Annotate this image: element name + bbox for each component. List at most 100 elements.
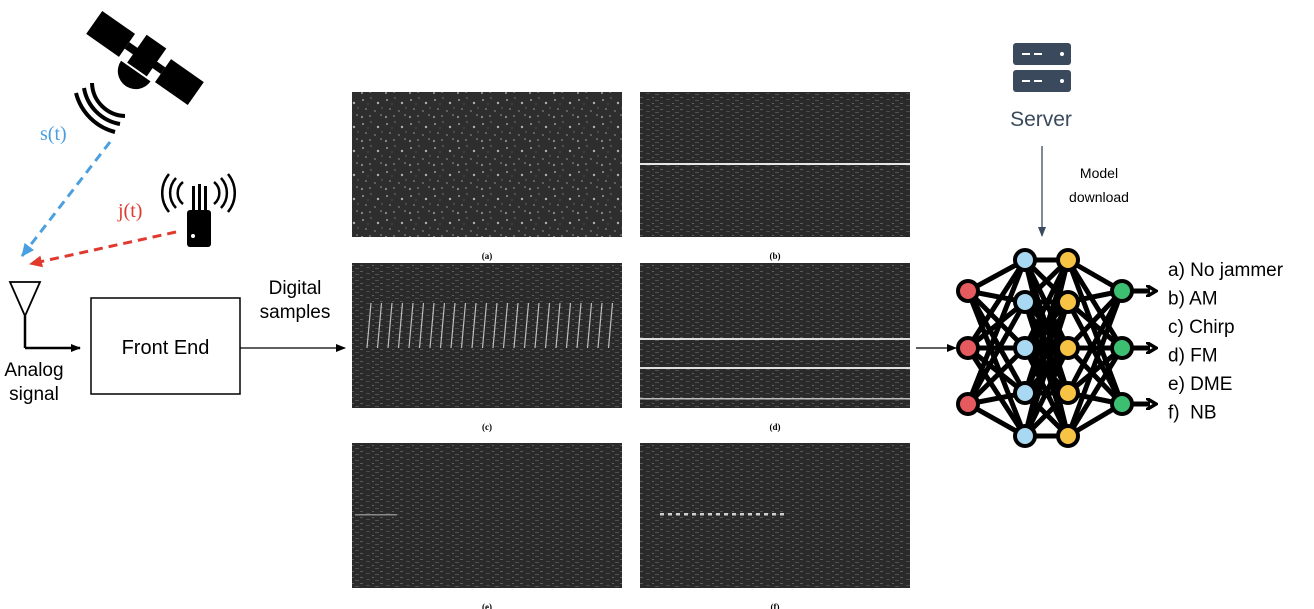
nn-connection (965, 258, 1028, 350)
hidden1-node (1013, 336, 1037, 360)
hidden2-node (1056, 336, 1080, 360)
nn-connection (965, 290, 1028, 437)
spectrogram-feature (640, 338, 910, 340)
output-node (1110, 392, 1134, 416)
spectrogram-d: (d) (640, 263, 910, 432)
nn-connection (1065, 289, 1125, 395)
satellite-signal-label: s(t) (40, 123, 67, 145)
spectrogram-feature (471, 302, 477, 349)
satellite-icon (74, 10, 204, 134)
output-class-label: b) AM (1168, 289, 1218, 310)
nn-connection (1065, 290, 1125, 437)
hidden2-node (1056, 290, 1080, 314)
spectrogram-feature (640, 367, 910, 369)
nn-connection (1022, 301, 1071, 437)
nn-connection (1065, 258, 1125, 350)
spectrogram-feature (780, 513, 784, 516)
spectrogram-feature (439, 302, 446, 349)
spectrogram-caption-f: (f) (771, 602, 780, 609)
nn-connection (1065, 346, 1125, 438)
jammer-signal-label: j(t) (117, 200, 142, 222)
satellite-signal-arrow (20, 141, 112, 257)
model-download-label-line2: download (1069, 189, 1129, 205)
spectrogram-feature (740, 513, 744, 516)
nn-connection (1065, 300, 1125, 406)
model-download-label-line1: Model (1080, 165, 1118, 181)
spectrogram-feature (692, 513, 696, 516)
nn-connection (966, 346, 1027, 395)
neural-network-icon (956, 248, 1150, 448)
nn-connection (966, 346, 1027, 406)
spectrogram-feature (418, 302, 425, 349)
spectrogram-caption-b: (b) (770, 251, 781, 261)
spectrogram-caption-c: (c) (482, 422, 492, 432)
spectrogram-caption-e: (e) (482, 602, 492, 609)
digital-samples-label-line1: Digital (269, 278, 322, 299)
spectrogram-feature (534, 302, 540, 349)
spectrogram-feature (355, 514, 397, 516)
spectrogram-f: (f) (640, 443, 910, 609)
nn-connection (965, 289, 1028, 395)
spectrogram-feature (429, 302, 435, 349)
spectrogram-feature (513, 302, 519, 349)
hidden1-node (1013, 290, 1037, 314)
spectrogram-b: (b) (640, 92, 910, 261)
nn-connection (965, 346, 1028, 438)
spectrogram-feature (481, 302, 488, 349)
spectrogram-feature (576, 302, 582, 349)
spectrogram-feature (660, 513, 664, 516)
spectrogram-e: (e) (352, 443, 622, 609)
spectrogram-feature (544, 302, 551, 349)
spectrogram-c: (c) (352, 263, 622, 432)
spectrogram-feature (565, 302, 572, 349)
spectrogram-feature (366, 302, 372, 349)
output-class-list: a) No jammer b) AM c) Chirp d) FM e) DME f) N… (1168, 260, 1284, 424)
output-node (1110, 279, 1134, 303)
nn-connection (965, 300, 1028, 406)
spectrogram-feature (555, 302, 561, 349)
spectrogram-feature (772, 513, 776, 516)
server-label: Server (1010, 108, 1072, 131)
spectrogram-feature (668, 513, 672, 516)
jammer-signal-arrow (29, 230, 177, 268)
hidden2-node (1056, 381, 1080, 405)
server-icon (1013, 43, 1071, 92)
spectrogram-feature (523, 302, 530, 349)
spectrogram-caption-a: (a) (482, 251, 493, 261)
antenna-icon (8, 281, 81, 352)
nn-connection (966, 289, 1027, 350)
spectrogram-feature (700, 513, 704, 516)
nn-connection (1065, 259, 1125, 405)
spectrogram-feature (676, 513, 680, 516)
output-node (1110, 336, 1134, 360)
hidden2-node (1056, 248, 1080, 272)
spectrogram-feature (586, 302, 593, 349)
analog-signal-label-line2: signal (9, 384, 59, 405)
front-end-label: Front End (122, 337, 210, 359)
hidden1-node (1013, 381, 1037, 405)
spectrogram-feature (450, 302, 456, 349)
spectrogram-feature (748, 513, 752, 516)
nn-connection (1066, 346, 1124, 406)
spectrogram-feature (460, 302, 467, 349)
spectrogram-feature (502, 302, 509, 349)
spectrogram-feature (492, 302, 498, 349)
nn-connection (966, 300, 1027, 350)
nn-connection (1022, 346, 1071, 438)
spectrogram-feature (597, 302, 603, 349)
input-node (956, 279, 980, 303)
spectrogram-feature (607, 302, 614, 349)
nn-connection (965, 259, 1028, 405)
spectrogram-caption-d: (d) (770, 422, 781, 432)
spectrogram-feature (408, 302, 414, 349)
jammer-icon (160, 173, 237, 247)
spectrogram-grid: (a) (b) (c) (d) (e) (f) (352, 92, 910, 609)
spectrogram-feature (724, 513, 728, 516)
hidden2-node (1056, 424, 1080, 448)
spectrogram-feature (684, 513, 688, 516)
analog-signal-label-line1: Analog (4, 360, 63, 381)
spectrogram-feature (708, 513, 712, 516)
spectrogram-a: (a) (352, 92, 622, 261)
spectrogram-feature (756, 513, 760, 516)
